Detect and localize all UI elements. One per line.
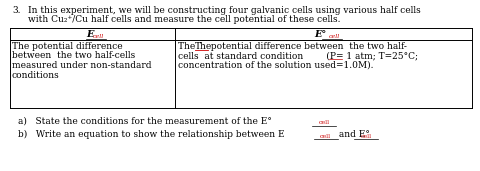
Text: 3.: 3. xyxy=(12,6,21,15)
Text: The: The xyxy=(194,42,212,51)
Text: with Cu₂⁺/Cu half cells and measure the cell potential of these cells.: with Cu₂⁺/Cu half cells and measure the … xyxy=(28,16,340,24)
Text: cell: cell xyxy=(92,34,104,38)
Text: cells  at standard condition        (P= 1 atm; T=25°C;: cells at standard condition (P= 1 atm; T… xyxy=(178,51,417,61)
Text: conditions: conditions xyxy=(12,70,60,80)
Text: concentration of the solution used=1.0M).: concentration of the solution used=1.0M)… xyxy=(178,61,373,70)
Text: cell: cell xyxy=(318,121,329,126)
Text: In this experiment, we will be constructing four galvanic cells using various ha: In this experiment, we will be construct… xyxy=(28,6,420,15)
Text: a)   State the conditions for the measurement of the E°: a) State the conditions for the measurem… xyxy=(18,117,271,126)
Text: and E°: and E° xyxy=(336,130,369,139)
Text: cell: cell xyxy=(319,134,330,139)
Text: between  the two half-cells: between the two half-cells xyxy=(12,51,135,61)
Text: cell: cell xyxy=(328,34,339,38)
Text: cell: cell xyxy=(360,134,372,139)
Text: b)   Write an equation to show the relationship between E: b) Write an equation to show the relatio… xyxy=(18,130,284,139)
Text: The: The xyxy=(178,42,198,51)
Text: E°: E° xyxy=(314,30,326,39)
Text: E: E xyxy=(85,30,93,39)
Text: measured under non-standard: measured under non-standard xyxy=(12,61,151,70)
Text: The potential difference: The potential difference xyxy=(12,42,122,51)
Text: potential difference between  the two half-: potential difference between the two hal… xyxy=(207,42,406,51)
